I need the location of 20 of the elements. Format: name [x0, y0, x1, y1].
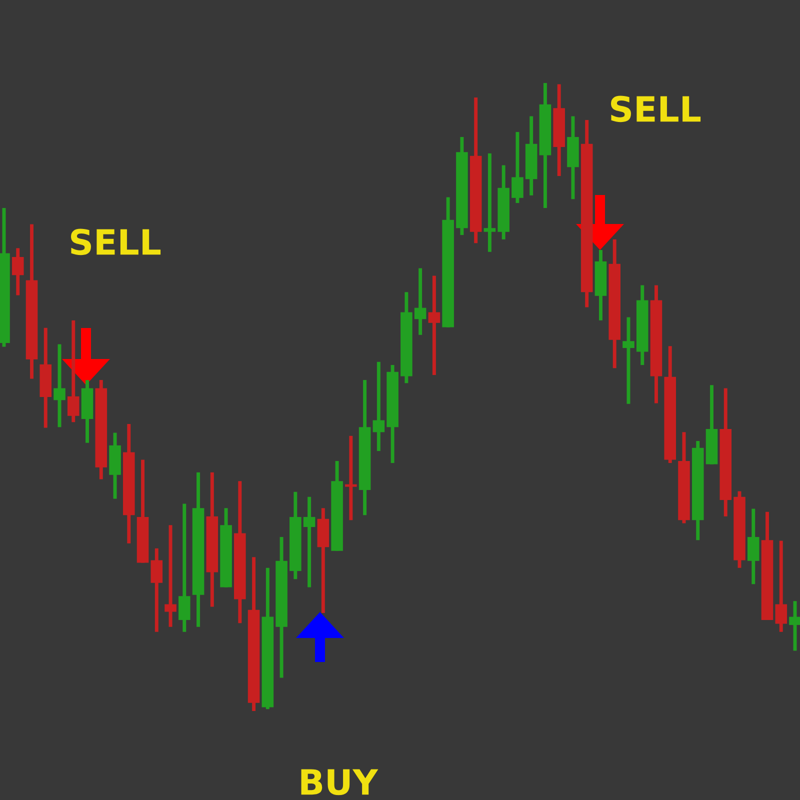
text: BUY [301, 769, 378, 796]
candlestick [372, 362, 385, 452]
candlestick [789, 601, 800, 651]
candlestick [67, 320, 80, 422]
annotation: SELL [611, 96, 701, 122]
candlestick [428, 276, 440, 376]
candlestick [54, 344, 66, 428]
candlestick [484, 153, 496, 252]
candlestick [12, 248, 24, 296]
candlestick [345, 436, 357, 520]
candlestick [303, 496, 316, 588]
candlestick [164, 525, 176, 627]
candlestick [775, 540, 788, 632]
candlestick [178, 504, 190, 632]
annotation: SELL [71, 228, 161, 256]
candlestick [512, 132, 524, 203]
candlestick [150, 548, 163, 632]
candlestick [747, 508, 760, 584]
candlestick [414, 268, 426, 335]
candlestick [622, 317, 634, 404]
